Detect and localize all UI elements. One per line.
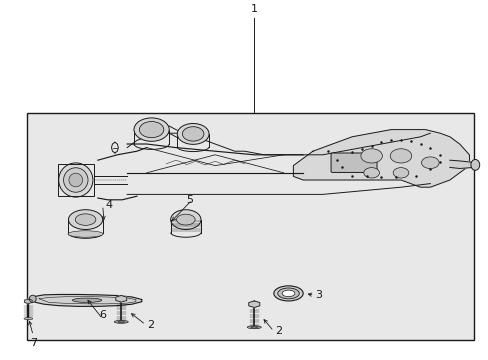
Polygon shape — [293, 130, 468, 187]
Polygon shape — [116, 296, 126, 302]
Ellipse shape — [470, 159, 479, 170]
Ellipse shape — [277, 288, 299, 299]
Ellipse shape — [177, 123, 208, 144]
Ellipse shape — [247, 326, 261, 329]
Bar — [27, 113, 473, 340]
FancyBboxPatch shape — [330, 153, 376, 172]
Ellipse shape — [68, 210, 102, 230]
Polygon shape — [32, 294, 142, 306]
Ellipse shape — [273, 286, 303, 301]
Text: 2: 2 — [274, 326, 282, 336]
Ellipse shape — [29, 295, 36, 302]
Ellipse shape — [68, 231, 103, 237]
Text: 4: 4 — [105, 200, 112, 210]
Ellipse shape — [59, 163, 93, 197]
Ellipse shape — [75, 214, 96, 225]
Ellipse shape — [421, 157, 438, 168]
Polygon shape — [24, 299, 32, 303]
Ellipse shape — [72, 298, 102, 302]
Polygon shape — [449, 160, 476, 168]
Ellipse shape — [24, 318, 33, 320]
Ellipse shape — [118, 321, 124, 323]
Text: 1: 1 — [250, 4, 257, 14]
Ellipse shape — [392, 168, 408, 178]
Ellipse shape — [363, 168, 379, 178]
Text: 5: 5 — [186, 195, 193, 205]
Polygon shape — [248, 301, 259, 307]
Bar — [58, 164, 94, 196]
Text: 3: 3 — [315, 290, 322, 300]
Ellipse shape — [134, 118, 169, 141]
Ellipse shape — [176, 214, 195, 225]
Ellipse shape — [282, 290, 294, 297]
Ellipse shape — [182, 127, 203, 141]
Text: 6: 6 — [99, 310, 106, 320]
Ellipse shape — [251, 327, 257, 328]
Ellipse shape — [170, 210, 201, 230]
Text: 7: 7 — [30, 338, 37, 348]
Text: 2: 2 — [146, 320, 154, 330]
Ellipse shape — [63, 168, 88, 192]
Ellipse shape — [69, 173, 82, 187]
Ellipse shape — [139, 122, 163, 138]
Ellipse shape — [360, 149, 382, 163]
Ellipse shape — [389, 149, 411, 163]
Ellipse shape — [114, 320, 128, 323]
